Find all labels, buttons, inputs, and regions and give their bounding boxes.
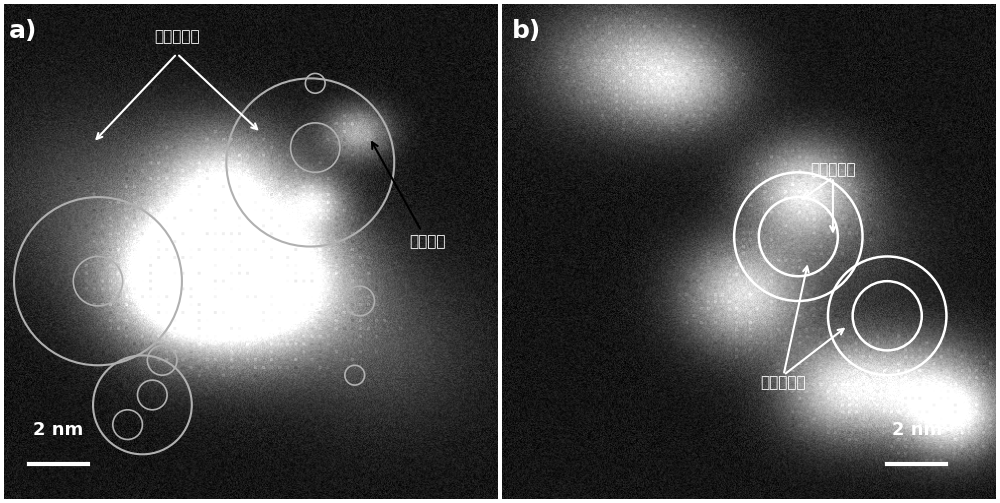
Text: 钴纳米粒子: 钴纳米粒子 xyxy=(154,29,200,44)
Text: 2 nm: 2 nm xyxy=(892,422,942,440)
Text: 2 nm: 2 nm xyxy=(33,422,84,440)
Text: b): b) xyxy=(512,19,541,43)
Text: 铂单原子: 铂单原子 xyxy=(372,142,446,249)
Text: a): a) xyxy=(9,19,37,43)
Text: 钴层状结构: 钴层状结构 xyxy=(810,162,856,178)
Text: 铂纳米粒子: 铂纳米粒子 xyxy=(761,375,806,390)
